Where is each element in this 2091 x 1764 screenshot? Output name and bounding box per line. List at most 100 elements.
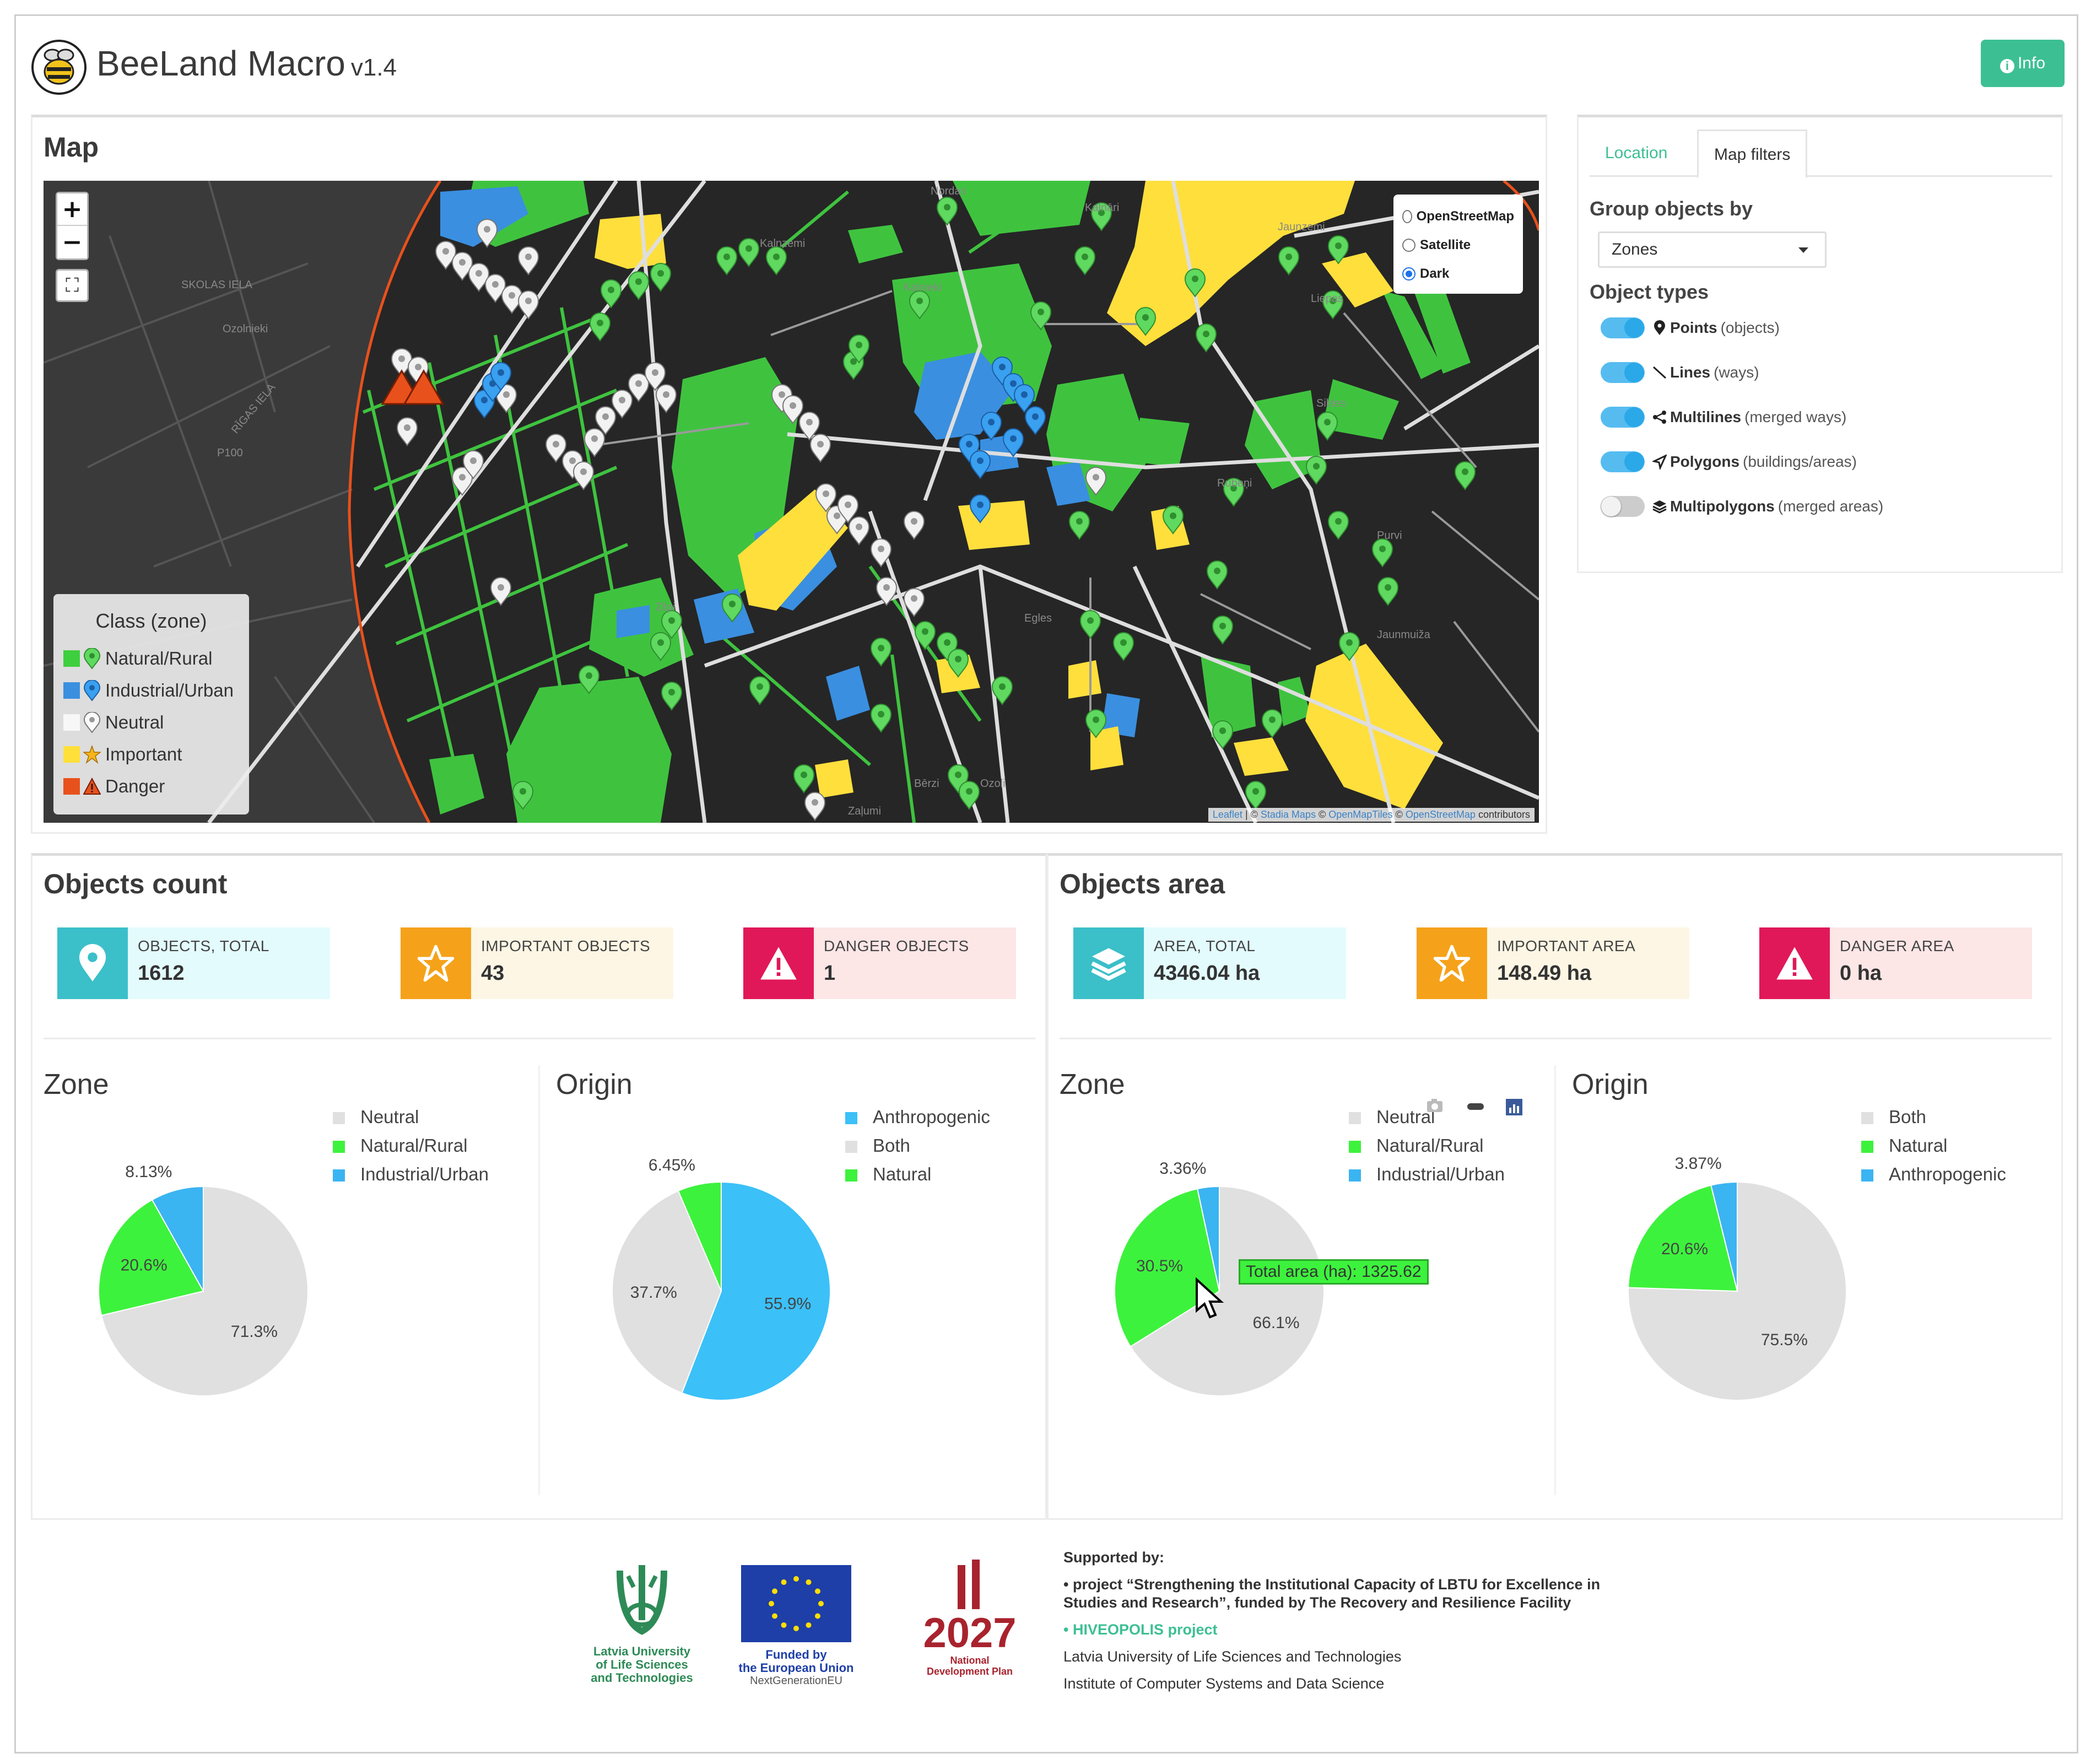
ndp-caption-2: Development Plan (926, 1666, 1013, 1677)
eu-caption-3: NextGenerationEU (750, 1675, 842, 1687)
zoom-in-button[interactable]: + (57, 193, 87, 226)
legend-label[interactable]: Both (1889, 1107, 1926, 1127)
multipolygons-switch[interactable] (1601, 496, 1645, 517)
area-total-box: AREA, TOTAL 4346.04 ha (1073, 927, 1346, 999)
place-label: Rubeņi (1217, 477, 1252, 489)
supported-by-label: Supported by: (1063, 1549, 1164, 1566)
area-total-label: AREA, TOTAL (1154, 937, 1256, 954)
legend-swatch[interactable] (1861, 1141, 1873, 1153)
legend-label[interactable]: Anthropogenic (873, 1107, 990, 1127)
pie-slice[interactable] (681, 1181, 831, 1401)
radio-selected-icon[interactable] (1402, 267, 1415, 280)
group-by-select[interactable]: Zones (1598, 231, 1827, 268)
legend-label[interactable]: Anthropogenic (1889, 1164, 2006, 1184)
tab-map-filters[interactable]: Map filters (1697, 130, 1808, 179)
legend-swatch[interactable] (1861, 1112, 1873, 1124)
points-switch[interactable] (1601, 317, 1645, 338)
toggle-multilines: Multilines (merged ways) (1601, 401, 1846, 434)
legend-swatch[interactable] (1861, 1169, 1873, 1182)
area-zone-pie[interactable]: 66.1% 30.5% 3.36% Neutral Natural/Rural Indus… (1049, 1060, 1544, 1501)
switch-knob (1624, 407, 1644, 427)
count-zone-pie[interactable]: 71.3% 20.6% 8.13% Neutral Natural/Rural Indus… (33, 1060, 528, 1501)
legend-label[interactable]: Both (873, 1135, 910, 1156)
map-legend: Class (zone) Natural/Rural Industrial/Ur… (53, 594, 249, 814)
legend-swatch[interactable] (1349, 1141, 1361, 1153)
map-attribution: Leaflet | © Stadia Maps © OpenMapTiles ©… (1208, 808, 1535, 822)
zoom-icon[interactable] (1467, 1103, 1484, 1110)
legend-label[interactable]: Natural/Rural (1376, 1135, 1483, 1156)
line-icon (1652, 366, 1667, 379)
map-canvas[interactable]: SKOLAS IELA Ozolnieki RĪGAS IELA P100 No… (44, 181, 1539, 823)
osm-link[interactable]: OpenStreetMap (1405, 809, 1476, 820)
area-origin-pie[interactable]: 75.5% 20.6% 3.87% Both Natural Anthropogenic (1561, 1060, 2057, 1501)
star-icon (401, 927, 471, 999)
legend-label[interactable]: Natural (873, 1164, 931, 1184)
pie-slice[interactable] (677, 1181, 722, 1292)
ndp-bars-icon (958, 1560, 980, 1609)
legend-swatch[interactable] (1349, 1112, 1361, 1124)
fullscreen-icon[interactable]: ⛶ (56, 269, 89, 302)
info-button[interactable]: i Info (1981, 40, 2065, 87)
layer-option-satellite[interactable]: Satellite (1402, 231, 1514, 260)
pie-slice[interactable] (612, 1190, 722, 1394)
zoom-out-button[interactable]: − (57, 226, 87, 258)
legend-swatch[interactable] (333, 1169, 345, 1182)
pie-label: 30.5% (1136, 1257, 1183, 1275)
count-origin-pie[interactable]: 55.9% 37.7% 6.45% Anthropogenic Both Natural (545, 1060, 1041, 1501)
bar-chart-icon[interactable] (1506, 1099, 1522, 1115)
count-origin-chart: Origin 55.9% 37.7% 6.45% Anthropogenic Both N… (545, 1060, 1041, 1501)
map-marker-icon (1654, 320, 1665, 335)
tab-location[interactable]: Location (1605, 144, 1668, 162)
map-title: Map (44, 132, 99, 163)
stadia-link[interactable]: Stadia Maps (1260, 809, 1316, 820)
legend-swatch[interactable] (845, 1169, 857, 1182)
info-icon: i (2000, 58, 2014, 73)
radio-icon[interactable] (1402, 210, 1412, 223)
legend-swatch[interactable] (333, 1112, 345, 1124)
legend-swatch[interactable] (845, 1141, 857, 1153)
legend-label[interactable]: Natural (1889, 1135, 1947, 1156)
eu-caption-2: the European Union (738, 1661, 854, 1675)
pie-slice[interactable] (1114, 1188, 1220, 1347)
layer-option-dark[interactable]: Dark (1402, 260, 1514, 288)
legend-label[interactable]: Neutral (1376, 1107, 1435, 1127)
filters-card: Location Map filters Group objects by Zo… (1577, 115, 2063, 573)
camera-icon[interactable] (1427, 1099, 1442, 1112)
pie-slice[interactable] (1710, 1181, 1738, 1292)
pie-label: 3.36% (1159, 1159, 1206, 1178)
radio-icon[interactable] (1402, 239, 1415, 252)
green-swatch-icon (63, 650, 80, 667)
legend-swatch[interactable] (1349, 1169, 1361, 1182)
danger-objects-value: 1 (824, 962, 836, 985)
polygons-switch[interactable] (1601, 451, 1645, 472)
map-view[interactable]: SKOLAS IELA Ozolnieki RĪGAS IELA P100 No… (44, 181, 1539, 823)
legend-swatch[interactable] (333, 1141, 345, 1153)
openmaptiles-link[interactable]: OpenMapTiles (1328, 809, 1393, 820)
legend-label[interactable]: Industrial/Urban (360, 1164, 489, 1184)
star-icon (1417, 927, 1487, 999)
legend-label[interactable]: Industrial/Urban (1376, 1164, 1505, 1184)
pie-label: 55.9% (764, 1295, 811, 1313)
pie-slice[interactable] (1196, 1185, 1220, 1292)
hiveopolis-link[interactable]: • HIVEOPOLIS project (1063, 1621, 1218, 1638)
place-label: Ozolnieki (223, 323, 268, 335)
pie-slice[interactable] (1628, 1184, 1738, 1292)
lines-switch[interactable] (1601, 362, 1645, 383)
layer-option-openstreetmap[interactable]: OpenStreetMap (1402, 202, 1514, 231)
pie-slice[interactable] (100, 1185, 309, 1396)
pie-slice[interactable] (98, 1199, 204, 1317)
area-zone-chart: Zone 66.1% 30.5% 3.36% Neutral Natural/Rural… (1049, 1060, 1544, 1501)
legend-item-industrial: Industrial/Urban (63, 675, 239, 706)
lbtu-emblem-icon (617, 1565, 667, 1635)
multilines-switch[interactable] (1601, 407, 1645, 428)
legend-item-danger: Danger (63, 770, 239, 802)
pie-label: 3.87% (1675, 1155, 1722, 1173)
star-icon (83, 745, 101, 764)
legend-swatch[interactable] (845, 1112, 857, 1124)
leaflet-link[interactable]: Leaflet (1212, 809, 1242, 820)
eu-flag-icon (741, 1565, 851, 1642)
pie-slice[interactable] (1130, 1185, 1325, 1396)
pie-slice[interactable] (151, 1185, 204, 1293)
legend-label[interactable]: Neutral (360, 1107, 419, 1127)
legend-label[interactable]: Natural/Rural (360, 1135, 467, 1156)
